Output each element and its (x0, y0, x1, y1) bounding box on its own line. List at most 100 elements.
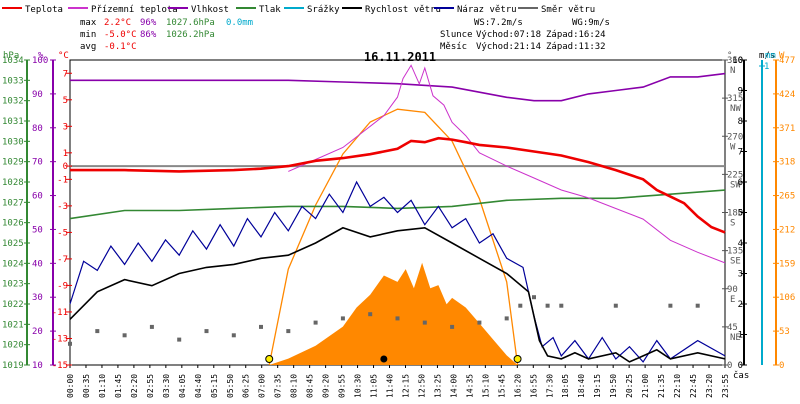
wind-direction-point (231, 333, 236, 338)
wm2-tick-label: 53 (779, 327, 790, 337)
series-humidity (70, 72, 726, 102)
hpa-tick-label: 1024 (2, 259, 24, 269)
x-tick-label: 05:15 (210, 374, 219, 398)
pct-tick-label: 60 (32, 192, 43, 202)
wind-direction-point (613, 303, 618, 308)
x-tick-label: 19:15 (593, 374, 602, 398)
wm2-tick-label: 318 (779, 158, 795, 168)
axis-unit-dir: ° (727, 51, 732, 61)
pct-tick-label: 50 (32, 225, 43, 235)
solar-noon-marker (380, 355, 388, 363)
stats-min-temp: -5.0°C (104, 30, 137, 40)
wm2-tick-label: 424 (779, 90, 795, 100)
pct-tick-label: 10 (32, 361, 43, 371)
moon-set: Západ:11:32 (546, 42, 606, 52)
degc-tick-label: -3 (57, 202, 68, 212)
x-tick-label: 22:45 (689, 374, 698, 398)
ms-tick-label: 4 (738, 239, 743, 249)
hpa-tick-label: 1025 (2, 239, 24, 249)
axis-unit-degc: °C (58, 51, 69, 61)
wind-direction-point (286, 329, 291, 334)
stats-block: max 2.2°C 96% 1027.6hPa 0.0mm min -5.0°C… (80, 18, 253, 52)
x-tick-label: 09:20 (322, 374, 331, 398)
x-tick-label: 19:50 (609, 374, 618, 398)
moon-rise: Východ:21:14 (476, 42, 541, 52)
wm2-tick-label: 0 (779, 361, 784, 371)
degc-tick-label: -9 (57, 281, 68, 291)
x-tick-label: 16:20 (513, 374, 522, 398)
pct-tick-label: 90 (32, 90, 43, 100)
legend-label-smer-vetru: Směr větru (541, 5, 595, 15)
x-tick-label: 21:35 (657, 374, 666, 398)
dir-tick-compass: W (730, 142, 736, 152)
stats-min-hum: 86% (140, 30, 157, 40)
wind-direction-point (450, 324, 455, 329)
wind-direction-point (559, 303, 564, 308)
x-tick-label: 22:10 (673, 374, 682, 398)
hpa-tick-label: 1033 (2, 76, 24, 86)
axis-unit-hpa: hPa (3, 51, 19, 61)
wind-direction-point (149, 324, 154, 329)
ms-tick-label: 6 (738, 178, 743, 188)
wind-direction-point (695, 303, 700, 308)
x-tick-label: 06:25 (242, 374, 251, 398)
sunrise-marker (265, 355, 274, 363)
ms-tick-label: 10 (732, 56, 743, 66)
axis-unit-wm2: W (779, 51, 785, 61)
wm2-tick-label: 477 (779, 56, 795, 66)
x-tick-label: 12:50 (417, 374, 426, 398)
legend-label-rychlost-vetru: Rychlost větru (365, 5, 441, 15)
hpa-tick-label: 1031 (2, 117, 24, 127)
dir-tick-label: 45 (727, 323, 738, 333)
degc-tick-label: 5 (63, 96, 68, 106)
x-tick-label: 08:45 (306, 374, 315, 398)
ms-tick-label: 0 (738, 361, 743, 371)
dir-tick-label: 180 (727, 209, 743, 219)
hpa-tick-label: 1023 (2, 280, 24, 290)
wm2-tick-label: 371 (779, 124, 795, 134)
pct-tick-label: 70 (32, 158, 43, 168)
moon-label: Měsíc (440, 42, 467, 52)
pct-tick-label: 30 (32, 293, 43, 303)
dir-tick-label: 135 (727, 247, 743, 257)
wind-direction-point (313, 320, 318, 325)
ms-tick-label: 2 (738, 300, 743, 310)
x-tick-label: 17:30 (545, 374, 554, 398)
x-tick-label: 18:05 (561, 374, 570, 398)
legend-label-prizemni-teplota: Přízemní teplota (91, 5, 178, 15)
dir-tick-label: 225 (727, 170, 743, 180)
series-wind-speed (69, 226, 726, 363)
series-solar-area (269, 262, 518, 365)
ms-tick-label: 3 (738, 270, 743, 280)
wind-direction-point (368, 312, 373, 317)
stats-max-temp: 2.2°C (104, 18, 131, 28)
dir-tick-label: 90 (727, 285, 738, 295)
x-tick-label: 07:00 (258, 374, 267, 398)
dir-tick-compass: N (730, 66, 735, 76)
degc-tick-label: -1 (57, 175, 68, 185)
wind-direction-point (122, 333, 127, 338)
sun-set: Západ:16:24 (546, 30, 606, 40)
wm2-tick-label: 265 (779, 192, 795, 202)
legend-label-srazky: Srážky (307, 5, 340, 15)
hpa-tick-label: 1026 (2, 219, 24, 229)
hpa-tick-label: 1027 (2, 198, 24, 208)
x-tick-label: 02:55 (146, 374, 155, 398)
dir-tick-compass: S (730, 219, 735, 229)
wind-direction-point (477, 320, 482, 325)
legend: Teplota Přízemní teplota Vlhkost Tlak Sr… (2, 5, 595, 15)
dir-tick-compass: NW (730, 104, 741, 114)
degc-tick-label: 1 (63, 149, 68, 159)
x-tick-label: 18:40 (577, 374, 586, 398)
wm2-tick-label: 212 (779, 225, 795, 235)
legend-label-naraz-vetru: Náraz větru (457, 5, 517, 15)
wind-direction-point (518, 303, 523, 308)
wind-direction-point (95, 329, 100, 334)
degc-tick-label: -13 (52, 334, 68, 344)
chart-title: 16.11.2011 (364, 50, 436, 64)
ms-tick-label: 8 (738, 117, 743, 127)
mm-tick-label: 1 (764, 62, 769, 72)
wind-gust-info: WG:9m/s (572, 18, 610, 28)
x-tick-label: 03:30 (162, 374, 171, 398)
x-tick-label: 23:55 (721, 374, 730, 398)
